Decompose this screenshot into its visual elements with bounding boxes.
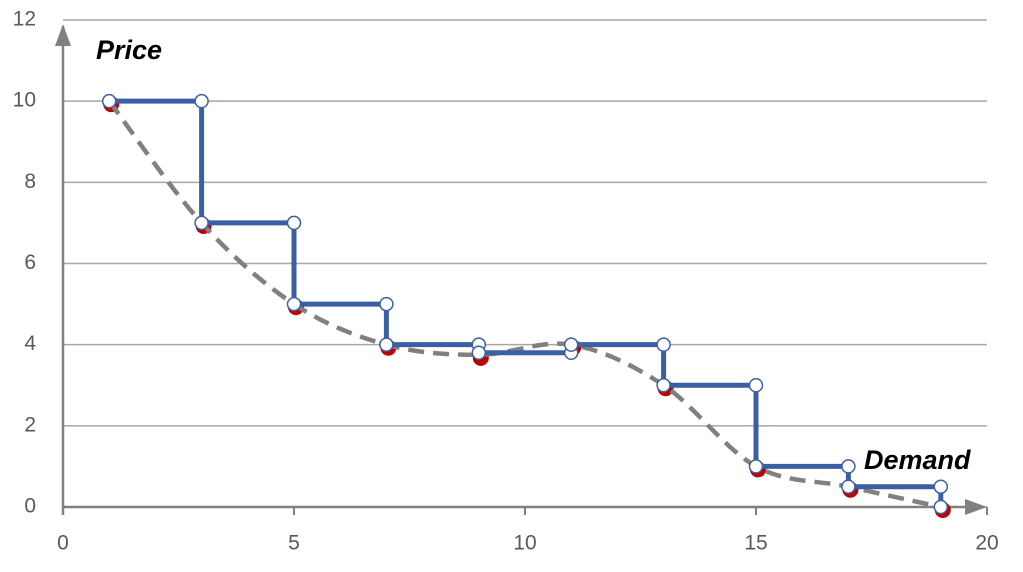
y-tick-label: 4 — [24, 332, 36, 355]
x-tick-label: 10 — [513, 532, 536, 555]
y-tick-label: 2 — [24, 413, 36, 436]
annotation: Demand — [864, 445, 971, 475]
trend-line — [107, 99, 942, 510]
step-line — [109, 98, 944, 507]
step-point — [563, 337, 579, 352]
step-point — [656, 378, 671, 393]
step-point — [841, 459, 856, 474]
step-point — [379, 337, 394, 352]
y-tick-label: 10 — [13, 89, 36, 112]
step-point — [933, 479, 949, 494]
step-point — [748, 459, 764, 474]
step-point — [933, 499, 949, 515]
x-axis-arrow — [965, 499, 987, 515]
step-point — [471, 345, 487, 361]
x-tick-label: 0 — [57, 532, 69, 555]
step-point — [194, 215, 209, 231]
step-point — [656, 337, 671, 352]
x-tick-label: 20 — [975, 532, 998, 555]
x-tick-label: 5 — [288, 532, 300, 555]
y-axis-arrow — [55, 24, 71, 46]
step-point — [194, 93, 209, 109]
step-point — [748, 378, 764, 393]
step-point — [101, 93, 117, 109]
x-tick-label: 15 — [744, 532, 767, 555]
y-tick-label: 12 — [13, 8, 36, 31]
step-point — [286, 296, 302, 312]
y-tick-label: 8 — [24, 170, 36, 193]
step-point — [841, 479, 856, 494]
y-tick-label: 6 — [24, 251, 36, 274]
step-point — [286, 215, 302, 231]
annotation: Price — [96, 35, 162, 65]
step-point — [379, 296, 394, 312]
y-tick-label: 0 — [24, 495, 36, 518]
